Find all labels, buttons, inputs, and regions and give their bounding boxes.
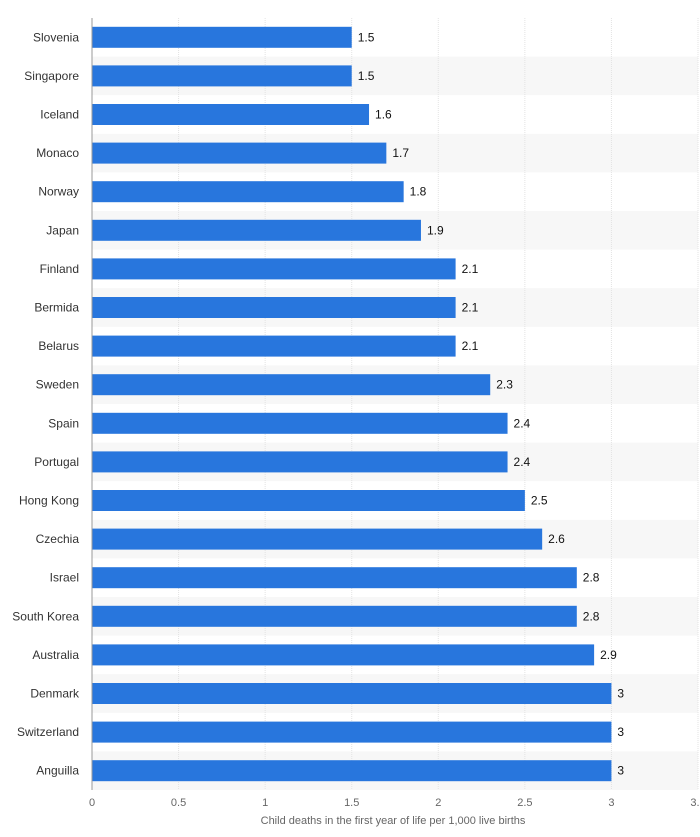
value-label: 3 <box>617 764 624 778</box>
x-tick-label: 1.5 <box>344 797 359 809</box>
bar[interactable] <box>92 65 352 87</box>
value-label: 1.7 <box>392 146 409 160</box>
value-label: 2.3 <box>496 378 513 392</box>
value-labels: 1.5 1.5 1.6 1.7 1.8 1.9 2.1 2.1 2.1 2.3 2.4 2.4 2.5 2… <box>358 30 625 777</box>
bar[interactable] <box>92 142 387 164</box>
value-label: 2.8 <box>583 609 600 623</box>
bar[interactable] <box>92 297 456 318</box>
category-labels: Slovenia Singapore Iceland Monaco Norway Japa… <box>12 30 80 777</box>
value-label: 1.6 <box>375 108 392 122</box>
x-axis-ticks: 0 0.5 1 1.5 2 2.5 3 3.5 <box>89 797 700 809</box>
value-label: 1.9 <box>427 223 444 237</box>
category-label: Singapore <box>24 69 79 83</box>
x-tick-label: 3 <box>608 797 614 809</box>
value-label: 2.1 <box>462 339 479 353</box>
x-tick-label: 1 <box>262 797 268 809</box>
value-label: 2.1 <box>462 262 479 276</box>
category-label: Spain <box>48 416 79 430</box>
bar[interactable] <box>92 490 525 511</box>
bar[interactable] <box>92 644 595 666</box>
x-tick-label: 3.5 <box>690 797 700 809</box>
category-label: Finland <box>40 262 79 276</box>
x-tick-label: 0 <box>89 797 95 809</box>
value-label: 2.1 <box>462 301 479 315</box>
x-tick-label: 2.5 <box>517 797 532 809</box>
category-label: Sweden <box>36 378 79 392</box>
value-label: 1.8 <box>410 185 427 199</box>
category-label: Iceland <box>40 108 79 122</box>
category-label: Switzerland <box>17 725 79 739</box>
bars <box>92 26 612 782</box>
category-label: South Korea <box>12 609 79 623</box>
value-label: 1.5 <box>358 69 375 83</box>
bar[interactable] <box>92 528 543 550</box>
value-label: 1.5 <box>358 30 375 44</box>
value-label: 2.5 <box>531 494 548 508</box>
bar[interactable] <box>92 26 352 48</box>
category-label: Slovenia <box>33 30 79 44</box>
category-label: Japan <box>46 223 79 237</box>
bar[interactable] <box>92 104 370 125</box>
category-label: Hong Kong <box>19 494 79 508</box>
value-label: 3 <box>617 725 624 739</box>
value-label: 2.8 <box>583 571 600 585</box>
category-label: Czechia <box>36 532 80 546</box>
value-label: 2.9 <box>600 648 617 662</box>
category-label: Belarus <box>38 339 79 353</box>
x-tick-label: 0.5 <box>171 797 186 809</box>
bar[interactable] <box>92 219 421 241</box>
bar[interactable] <box>92 374 491 396</box>
x-tick-label: 2 <box>435 797 441 809</box>
bar[interactable] <box>92 605 577 627</box>
bar[interactable] <box>92 683 612 704</box>
category-label: Australia <box>32 648 79 662</box>
category-label: Bermida <box>34 301 79 315</box>
x-axis-title: Child deaths in the first year of life p… <box>261 815 526 827</box>
category-label: Israel <box>50 571 79 585</box>
bar[interactable] <box>92 721 612 743</box>
bar[interactable] <box>92 258 456 280</box>
bar[interactable] <box>92 451 508 473</box>
bar[interactable] <box>92 335 456 357</box>
category-label: Portugal <box>34 455 79 469</box>
bar[interactable] <box>92 181 404 203</box>
bar[interactable] <box>92 760 612 782</box>
category-label: Norway <box>38 185 79 199</box>
value-label: 2.6 <box>548 532 565 546</box>
bar[interactable] <box>92 412 508 434</box>
bar[interactable] <box>92 567 577 589</box>
value-label: 2.4 <box>514 416 531 430</box>
category-label: Anguilla <box>36 764 79 778</box>
category-label: Denmark <box>30 687 80 701</box>
category-label: Monaco <box>36 146 79 160</box>
value-label: 2.4 <box>514 455 531 469</box>
value-label: 3 <box>617 687 624 701</box>
